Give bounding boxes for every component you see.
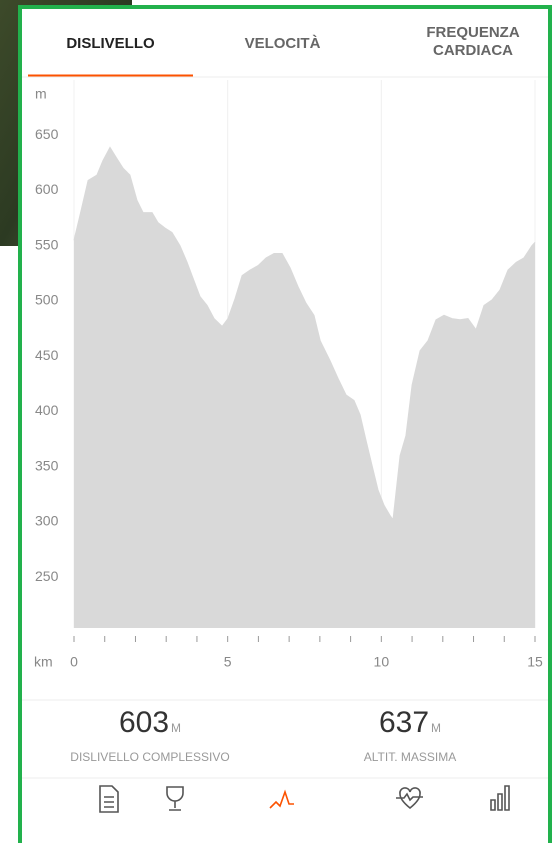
x-tick-label: 0 <box>70 654 78 670</box>
y-tick-label: 350 <box>35 457 59 473</box>
stat-unit: M <box>431 721 441 735</box>
y-tick-label: 600 <box>35 181 59 197</box>
tab[interactable]: DISLIVELLO <box>28 35 193 53</box>
y-tick-label: 650 <box>35 126 59 142</box>
y-tick-label: 300 <box>35 513 59 529</box>
stat-label: ALTIT. MASSIMA <box>290 750 530 764</box>
stat-value: 603 <box>119 706 169 739</box>
x-unit: km <box>34 654 53 670</box>
y-tick-label: 500 <box>35 292 59 308</box>
x-tick-label: 5 <box>224 654 232 670</box>
stat-label: DISLIVELLO COMPLESSIVO <box>30 750 270 764</box>
stat-value: 637 <box>379 706 429 739</box>
page: m km 250 300 350 400 450 500 550 600 650 0 5 10 15 D… <box>0 0 556 843</box>
y-tick-label: 450 <box>35 347 59 363</box>
y-tick-label: 250 <box>35 568 59 584</box>
tab[interactable]: VELOCITÀ <box>200 35 365 53</box>
stat-unit: M <box>171 721 181 735</box>
x-tick-label: 15 <box>527 654 543 670</box>
x-tick-label: 10 <box>374 654 390 670</box>
tab[interactable]: FREQUENZA CARDIACA <box>378 24 556 60</box>
y-unit: m <box>35 86 47 102</box>
y-tick-label: 400 <box>35 402 59 418</box>
y-tick-label: 550 <box>35 236 59 252</box>
